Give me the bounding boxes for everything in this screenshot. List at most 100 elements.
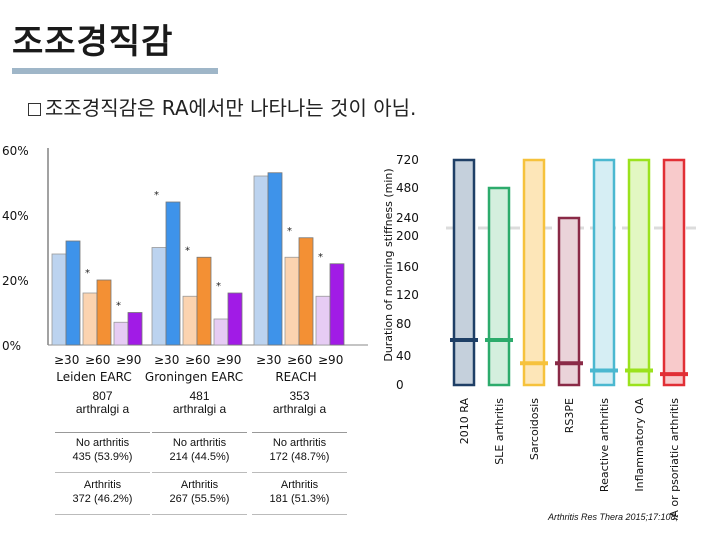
bar-no-arthritis (113, 321, 129, 346)
row-value: 214 (44.5%) (169, 451, 230, 463)
table-row-arthritis: Arthritis 372 (46.2%) (55, 478, 150, 515)
y-tick-label: 0% (2, 339, 21, 353)
table-header-cell: 353 arthralgi a (252, 390, 347, 433)
row-label: Arthritis (280, 479, 319, 491)
row-label: Arthritis (180, 479, 219, 491)
row-label: No arthritis (172, 437, 227, 449)
citation: Arthritis Res Thera 2015;17:108; (548, 512, 679, 522)
bar-no-arthritis (315, 295, 331, 346)
group-label: Groningen EARC (145, 370, 243, 384)
y-tick-label: 480 (396, 181, 419, 195)
bar-arthritis (196, 256, 212, 346)
bar-range (592, 158, 616, 387)
x-tick-label: Inflammatory OA (633, 398, 646, 492)
row-value: 181 (51.3%) (269, 493, 330, 505)
y-tick-label: 0 (396, 378, 404, 392)
title-underline (12, 68, 218, 74)
group-label: REACH (275, 370, 316, 384)
bar-no-arthritis (151, 247, 167, 346)
bar-arthritis (298, 237, 314, 346)
significance-star: * (154, 190, 159, 201)
x-tick-label: ≥30 (54, 353, 79, 367)
x-tick-label: ≥60 (85, 353, 110, 367)
x-tick-label: 2010 RA (458, 398, 471, 445)
x-tick-label: ≥30 (256, 353, 281, 367)
x-tick-label: Sarcoidosis (528, 398, 541, 460)
x-tick-label: ≥90 (318, 353, 343, 367)
x-tick-label: SLE arthritis (493, 398, 506, 465)
x-tick-label: SpA or psoriatic arthritis (668, 398, 681, 520)
table-row-arthritis: Arthritis 267 (55.5%) (152, 478, 247, 515)
y-tick-label: 120 (396, 288, 419, 302)
x-tick-label: ≥30 (154, 353, 179, 367)
bar-arthritis (127, 312, 143, 346)
x-tick-label: RS3PE (563, 398, 576, 433)
y-tick-label: 20% (2, 274, 29, 288)
x-tick-label: ≥60 (185, 353, 210, 367)
significance-star: * (216, 281, 221, 292)
cohort-label: arthralgi a (75, 402, 130, 416)
bullet-point: 조조경직감은 RA에서만 나타나는 것이 아님. (28, 92, 416, 121)
bar-no-arthritis (284, 256, 300, 346)
page-title: 조조경직감 (12, 22, 174, 62)
cohort-count: 353 (289, 389, 310, 403)
y-tick-label: 80 (396, 317, 411, 331)
bar-arthritis (329, 263, 345, 346)
bar-arthritis (267, 172, 283, 346)
cohort-label: arthralgi a (172, 402, 227, 416)
x-tick-label: Reactive arthritis (598, 398, 611, 492)
group-label: Leiden EARC (56, 370, 132, 384)
significance-star: * (318, 252, 323, 263)
y-tick-label: 160 (396, 260, 419, 274)
bar-no-arthritis (182, 295, 198, 346)
x-tick-label: ≥90 (116, 353, 141, 367)
bar-range (627, 158, 651, 387)
bar-range (557, 216, 581, 387)
y-tick-label: 720 (396, 153, 419, 167)
y-axis-title: Duration of morning stiffness (min) (382, 168, 395, 361)
x-tick-label: ≥90 (216, 353, 241, 367)
y-tick-label: 40 (396, 349, 411, 363)
table-row-no-arthritis: No arthritis 172 (48.7%) (252, 436, 347, 473)
bar-no-arthritis (51, 253, 67, 346)
y-tick-label: 60% (2, 144, 29, 158)
bar-arthritis (96, 279, 112, 346)
bar-no-arthritis (253, 175, 269, 346)
table-header-cell: 481 arthralgi a (152, 390, 247, 433)
row-label: No arthritis (75, 437, 130, 449)
table-row-no-arthritis: No arthritis 435 (53.9%) (55, 436, 150, 473)
bar-range (522, 158, 546, 387)
bar-arthritis (165, 201, 181, 346)
bar-arthritis (65, 240, 81, 346)
row-value: 267 (55.5%) (169, 493, 230, 505)
significance-star: * (185, 245, 190, 256)
bar-no-arthritis (82, 292, 98, 346)
bar-no-arthritis (213, 318, 229, 346)
y-tick-label: 200 (396, 229, 419, 243)
table-row-arthritis: Arthritis 181 (51.3%) (252, 478, 347, 515)
row-value: 172 (48.7%) (269, 451, 330, 463)
table-row-no-arthritis: No arthritis 214 (44.5%) (152, 436, 247, 473)
table-header-cell: 807 arthralgi a (55, 390, 150, 433)
significance-star: * (85, 268, 90, 279)
bullet-box-icon (28, 103, 41, 116)
x-tick-label: ≥60 (287, 353, 312, 367)
bar-range (487, 186, 511, 387)
bar-range (452, 158, 476, 387)
cohort-label: arthralgi a (272, 402, 327, 416)
bullet-text: 조조경직감은 RA에서만 나타나는 것이 아님. (45, 96, 417, 120)
significance-star: * (116, 301, 121, 312)
row-value: 435 (53.9%) (72, 451, 133, 463)
y-tick-label: 40% (2, 209, 29, 223)
left-bar-chart: 0% 20% 40% 60% ≥30 ≥60 * ≥90 * Leiden EARC ≥30 * ≥60… (2, 144, 368, 384)
row-label: Arthritis (83, 479, 122, 491)
row-label: No arthritis (272, 437, 327, 449)
bar-range (662, 158, 686, 387)
bar-arthritis (227, 292, 243, 346)
cohort-count: 481 (189, 389, 210, 403)
significance-star: * (287, 226, 292, 237)
row-value: 372 (46.2%) (72, 493, 133, 505)
y-tick-label: 240 (396, 211, 419, 225)
cohort-count: 807 (92, 389, 113, 403)
